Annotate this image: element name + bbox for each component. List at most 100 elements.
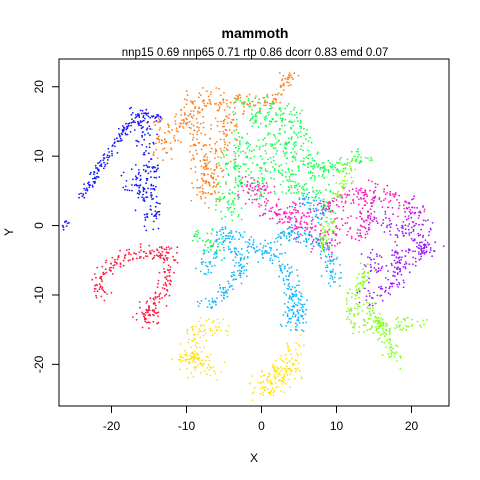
data-point	[238, 94, 241, 96]
data-point	[383, 335, 386, 338]
data-point	[290, 184, 293, 187]
data-point	[234, 177, 237, 180]
data-point	[301, 187, 303, 190]
data-point	[319, 168, 321, 171]
data-point	[132, 316, 134, 318]
point-cluster	[279, 360, 303, 380]
data-point	[397, 321, 400, 323]
data-point	[406, 207, 409, 210]
data-point	[319, 232, 322, 235]
data-point	[402, 235, 405, 237]
data-point	[288, 81, 290, 84]
data-point	[397, 207, 400, 210]
data-point	[182, 356, 185, 359]
data-point	[226, 144, 229, 147]
data-point	[251, 392, 254, 395]
data-point	[224, 235, 227, 237]
data-point	[367, 217, 370, 219]
data-point	[420, 255, 423, 258]
data-point	[246, 181, 249, 183]
data-point	[134, 164, 137, 166]
data-point	[203, 156, 205, 158]
data-point	[369, 270, 372, 273]
data-point	[267, 381, 269, 384]
data-point	[207, 95, 210, 98]
data-point	[294, 114, 296, 117]
data-point	[270, 247, 273, 250]
data-point	[257, 185, 260, 188]
data-point	[217, 191, 220, 194]
data-point	[289, 373, 292, 376]
data-point	[351, 188, 354, 191]
data-point	[323, 204, 326, 207]
data-point	[381, 341, 383, 343]
data-point	[225, 289, 227, 292]
data-point	[117, 256, 120, 259]
data-point	[380, 294, 383, 297]
data-point	[292, 293, 294, 296]
data-point	[296, 319, 299, 321]
data-point	[366, 329, 368, 331]
data-point	[325, 248, 328, 251]
data-point	[353, 313, 356, 315]
data-point	[145, 108, 148, 111]
data-point	[192, 361, 195, 364]
data-point	[189, 151, 191, 153]
data-point	[232, 259, 235, 262]
data-point	[151, 115, 153, 117]
data-point	[310, 141, 313, 144]
data-point	[375, 326, 377, 328]
data-point	[346, 162, 349, 164]
data-point	[401, 224, 403, 227]
data-point	[243, 256, 246, 259]
data-point	[102, 289, 105, 292]
data-point	[267, 192, 270, 195]
data-point	[274, 212, 277, 215]
data-point	[202, 191, 205, 194]
data-point	[402, 221, 405, 223]
data-point	[289, 317, 291, 320]
data-point	[200, 330, 203, 333]
data-point	[396, 345, 399, 348]
data-point	[210, 91, 213, 93]
data-point	[190, 115, 193, 118]
data-point	[369, 189, 371, 192]
data-point	[255, 112, 258, 115]
data-point	[396, 261, 399, 264]
data-point	[352, 180, 354, 183]
data-point	[279, 101, 282, 104]
data-point	[326, 216, 328, 219]
data-point	[360, 160, 363, 163]
data-point	[202, 362, 205, 365]
data-point	[241, 185, 243, 188]
data-point	[208, 99, 211, 101]
data-point	[244, 175, 247, 178]
data-point	[268, 120, 271, 123]
data-point	[220, 210, 222, 213]
data-point	[275, 120, 278, 123]
data-point	[285, 325, 288, 327]
data-point	[343, 162, 346, 165]
data-point	[252, 246, 255, 249]
data-point	[312, 159, 314, 162]
point-cluster	[271, 201, 304, 224]
data-point	[224, 329, 227, 332]
x-tick-label: 10	[330, 419, 344, 433]
data-point	[263, 184, 266, 187]
data-point	[396, 199, 398, 201]
data-point	[289, 218, 292, 221]
data-point	[246, 147, 249, 150]
point-cluster	[404, 195, 434, 242]
data-point	[216, 184, 218, 186]
data-point	[194, 100, 196, 102]
point-cluster	[180, 100, 218, 209]
data-point	[290, 297, 293, 299]
data-point	[144, 133, 146, 136]
data-point	[291, 169, 293, 172]
data-point	[185, 103, 188, 106]
data-point	[247, 104, 250, 106]
data-point	[251, 198, 254, 201]
data-point	[358, 239, 360, 242]
data-point	[232, 111, 235, 113]
data-point	[246, 185, 248, 187]
